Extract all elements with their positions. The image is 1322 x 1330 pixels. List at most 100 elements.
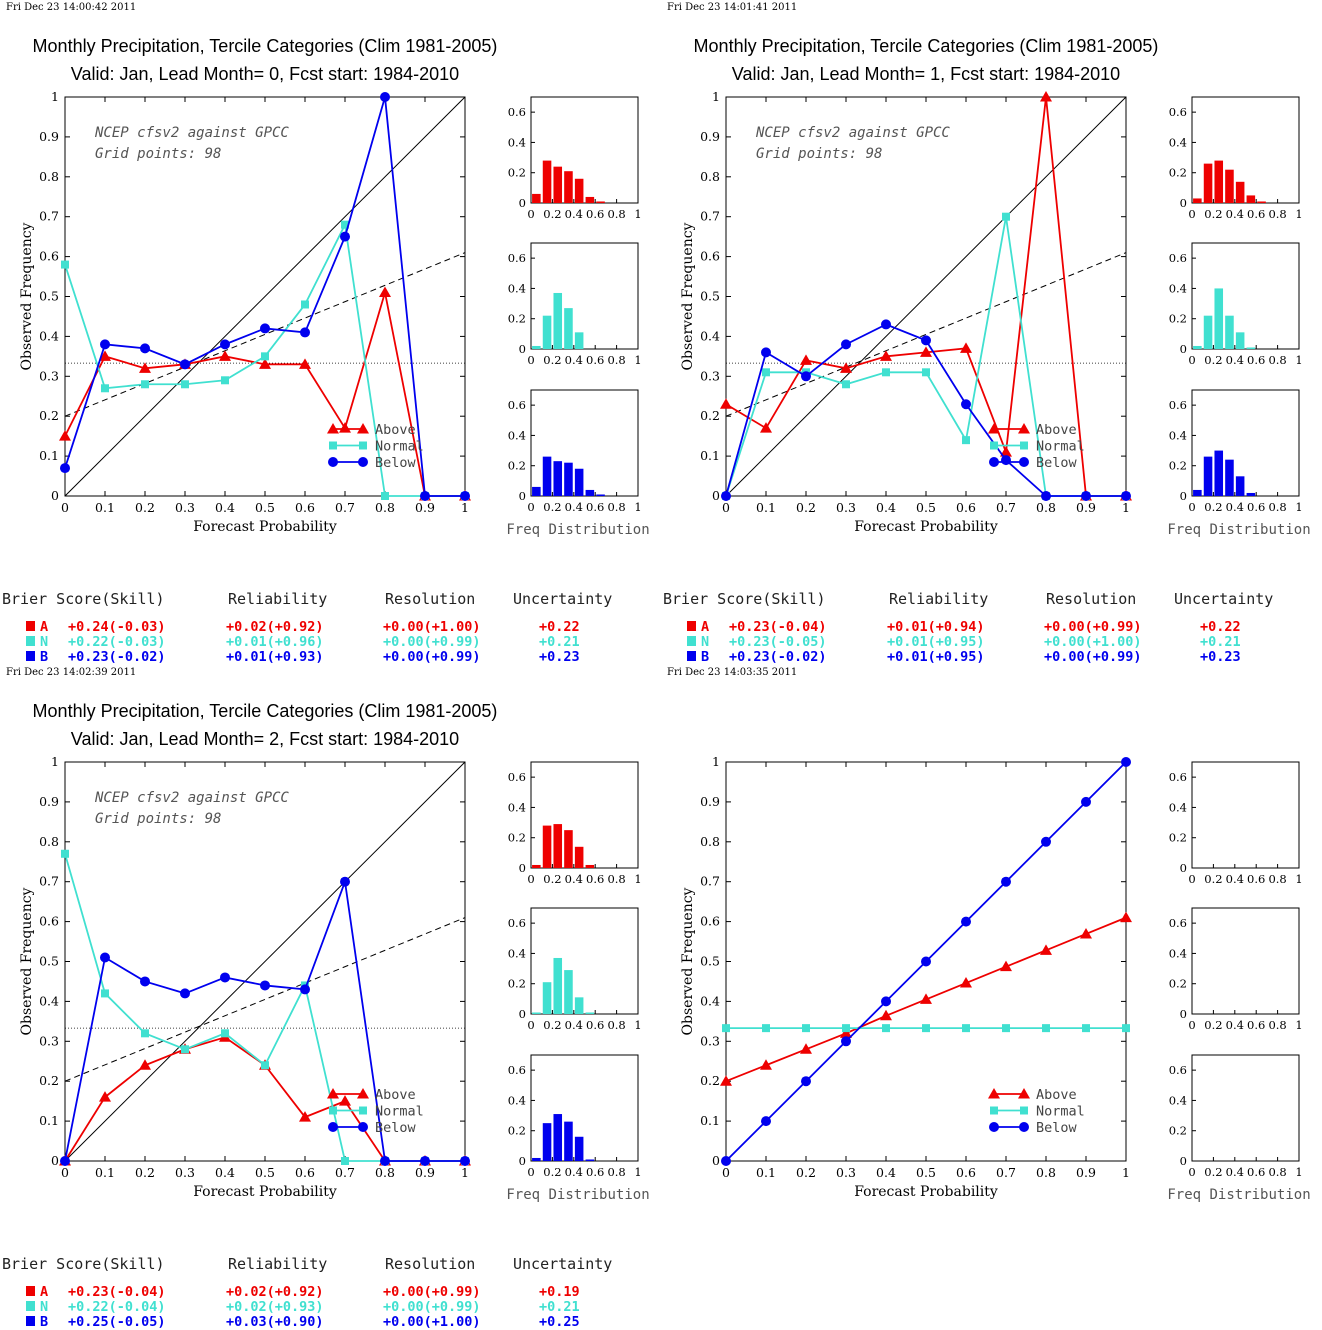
category-letter: N: [40, 1299, 48, 1315]
score-header: Uncertainty: [1174, 590, 1273, 608]
hist-bar: [1203, 456, 1213, 496]
data-point-below: [921, 956, 931, 967]
hist-y-tick-label: 0.6: [1169, 1063, 1187, 1077]
hist-y-tick-label: 0: [1180, 342, 1187, 356]
data-point-normal: [842, 1024, 850, 1033]
data-point-below: [260, 980, 270, 991]
histogram-below: 00.20.40.60 0.2 0.4 0.6 0.8 1: [508, 1054, 642, 1179]
data-point-normal: [1082, 1024, 1090, 1033]
x-tick-label: 0.8: [375, 500, 395, 515]
score-header: Uncertainty: [513, 590, 612, 608]
data-point-below: [420, 1156, 430, 1166]
hist-bar: [542, 315, 552, 349]
hist-bar: [1235, 332, 1245, 349]
hist-y-tick-label: 0.2: [1169, 166, 1187, 180]
hist-y-tick-label: 0: [519, 1007, 526, 1021]
hist-y-tick-label: 0.6: [508, 398, 526, 412]
hist-x-tick-label: 0.6: [1247, 1018, 1265, 1032]
legend-marker: [1018, 1088, 1030, 1099]
y-tick-label: 0.7: [39, 874, 59, 889]
uncertainty-score: +0.23: [539, 649, 580, 665]
data-point-below: [140, 976, 150, 987]
score-header: Reliability: [228, 590, 327, 608]
hist-y-tick-label: 0.4: [508, 1093, 526, 1107]
brier-score: +0.24(-0.03): [68, 619, 166, 635]
x-tick-label: 0.1: [756, 1165, 776, 1180]
y-tick-label: 1: [712, 754, 720, 769]
hist-x-tick-label: 0.8: [1268, 872, 1286, 886]
perfect-reliability-line: [64, 96, 466, 497]
hist-x-tick-label: 0.6: [586, 207, 604, 221]
legend-marker: [329, 441, 337, 450]
hist-bar: [564, 830, 573, 868]
histogram-above: 00.20.40.60 0.2 0.4 0.6 0.8 1: [508, 96, 642, 221]
data-point-below: [801, 371, 811, 382]
data-point-above: [339, 422, 351, 433]
data-point-normal: [341, 220, 349, 229]
data-point-normal: [61, 260, 69, 269]
hist-y-tick-label: 0: [519, 342, 526, 356]
main-plot: 00 0.1 0.1 0.2 0.2 0.3 0.3 0.4 0.4 0.5 0.5 0.6 0.6 0.…: [19, 89, 471, 535]
hist-bar: [585, 1012, 595, 1014]
legend-label: Below: [1036, 1120, 1078, 1136]
y-tick-label: 0.5: [39, 954, 59, 969]
reliability-score: +0.01(+0.95): [887, 634, 985, 650]
data-point-below: [881, 996, 891, 1007]
histogram-below: 00.20.40.60 0.2 0.4 0.6 0.8 1: [1169, 1054, 1303, 1179]
hist-bar: [1214, 160, 1224, 203]
hist-x-tick-label: 0.2: [543, 353, 561, 367]
hist-y-tick-label: 0: [1180, 1154, 1187, 1168]
hist-bar: [574, 332, 584, 349]
histogram-frame: [530, 242, 639, 350]
hist-x-tick-label: 0.4: [565, 1165, 583, 1179]
histogram-frame: [1191, 96, 1300, 204]
resolution-score: +0.00(+0.99): [383, 1299, 481, 1315]
resolution-score: +0.00(+0.99): [1044, 619, 1142, 635]
hist-x-tick-label: 0.2: [1204, 1165, 1222, 1179]
category-swatch: [26, 636, 35, 646]
x-tick-label: 0.2: [796, 1165, 816, 1180]
resolution-score: +0.00(+1.00): [383, 1314, 481, 1330]
resolution-score: +0.00(+0.99): [383, 1284, 481, 1300]
y-tick-label: 0.2: [700, 1073, 720, 1088]
hist-bar: [1235, 476, 1245, 496]
hist-bar: [574, 1136, 584, 1161]
chart-subtitle: Valid: Jan, Lead Month= 1, Fcst start: 1…: [732, 64, 1120, 84]
perfect-reliability-line: [725, 96, 1127, 497]
data-point-below: [340, 876, 350, 887]
hist-bar: [553, 292, 563, 349]
hist-x-tick-label: 0.8: [1268, 207, 1286, 221]
hist-x-tick-label: 0.2: [1204, 353, 1222, 367]
hist-bar: [564, 970, 573, 1014]
y-tick-label: 0.2: [39, 1073, 59, 1088]
hist-x-tick-label: 1: [634, 872, 641, 886]
x-axis-label: Forecast Probability: [854, 1184, 998, 1200]
data-point-above: [920, 993, 932, 1004]
panel-2: Fri Dec 23 14:01:41 2011 Monthly Precipit…: [663, 2, 1311, 665]
legend-label: Normal: [375, 1104, 424, 1120]
hist-bar: [574, 846, 584, 868]
hist-bar: [542, 825, 552, 868]
model-note: NCEP cfsv2 against GPCC: [755, 125, 950, 141]
hist-bar: [1257, 201, 1266, 203]
y-tick-label: 0.1: [700, 448, 720, 463]
data-point-above: [880, 1009, 892, 1021]
hist-y-tick-label: 0.6: [508, 770, 526, 784]
hist-bar: [542, 456, 552, 496]
data-point-below: [1041, 491, 1051, 501]
category-letter: B: [701, 649, 709, 665]
data-point-above: [920, 346, 932, 357]
hist-bar: [542, 160, 552, 203]
x-tick-label: 0.3: [836, 500, 856, 515]
data-point-above: [59, 430, 71, 441]
uncertainty-score: +0.21: [539, 1299, 580, 1315]
hist-y-tick-label: 0.2: [1169, 977, 1187, 991]
y-tick-label: 0.1: [39, 1113, 59, 1128]
uncertainty-score: +0.23: [1200, 649, 1241, 665]
hist-x-tick-label: 0.8: [607, 500, 625, 514]
data-point-above: [1080, 927, 1092, 939]
hist-y-tick-label: 0.4: [508, 800, 526, 814]
hist-x-tick-label: 0.2: [543, 1165, 561, 1179]
y-axis-label: Observed Frequency: [680, 222, 696, 370]
hist-x-tick-label: 0.8: [1268, 1165, 1286, 1179]
